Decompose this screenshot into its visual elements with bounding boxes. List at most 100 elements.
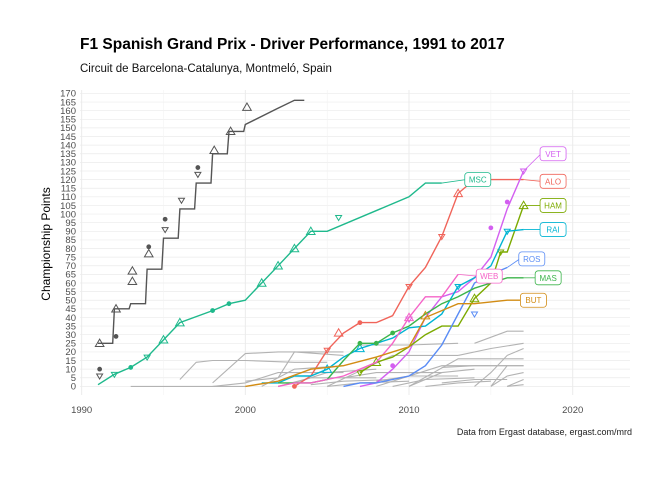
label-connector — [441, 179, 466, 184]
triangle-down-marker — [470, 311, 479, 318]
label-box — [518, 251, 546, 267]
triangle-down-marker — [356, 370, 364, 377]
label-box — [464, 172, 492, 188]
series-line-but — [245, 299, 524, 388]
series-line-ham — [359, 205, 525, 374]
driver-label-ham: HAM — [544, 201, 562, 210]
y-tick-label: 70 — [65, 261, 76, 272]
y-tick-label: 125 — [60, 166, 76, 177]
y-tick-label: 50 — [65, 296, 76, 307]
label-box — [475, 268, 503, 284]
label-box — [539, 222, 567, 237]
y-tick-label: 135 — [60, 149, 76, 160]
y-tick-label: 140 — [60, 140, 76, 151]
triangle-down-marker — [454, 283, 463, 291]
driver-labels: VET ALO HAM RAI ROS MAS BUT MSC WEB — [441, 146, 567, 308]
driver-label-web: WEB — [480, 272, 498, 281]
triangle-down-marker — [323, 347, 332, 355]
grey-series-line — [310, 378, 393, 386]
grey-series-line — [212, 372, 344, 387]
triangle-up-marker — [452, 188, 464, 198]
label-connector — [458, 273, 478, 277]
label-box — [539, 173, 567, 189]
triangle-down-marker — [161, 227, 170, 234]
y-axis-label: Championship Points — [39, 187, 53, 300]
triangle-up-marker — [225, 126, 236, 136]
series-line-leader — [98, 99, 305, 344]
y-tick-label: 165 — [60, 97, 76, 108]
y-tick-label: 30 — [65, 330, 76, 341]
y-tick-label: 110 — [61, 192, 76, 203]
label-connector — [507, 258, 521, 268]
label-box — [520, 292, 547, 308]
point-marker — [390, 330, 396, 336]
x-tick-label: 2010 — [398, 405, 419, 416]
y-tick-label: 80 — [65, 244, 76, 255]
y-tick-label: 90 — [65, 227, 76, 238]
y-tick-label: 85 — [65, 235, 76, 246]
label-connector — [523, 153, 542, 172]
triangle-up-marker — [256, 277, 267, 287]
triangle-down-marker — [334, 215, 343, 222]
y-tick-label: 100 — [60, 209, 76, 220]
triangle-up-marker — [158, 334, 169, 344]
triangle-up-marker — [305, 226, 316, 235]
triangle-down-marker — [193, 171, 202, 179]
y-tick-label: 20 — [65, 347, 76, 358]
axis-ticks: 0510152025303540455055606570758085909510… — [60, 89, 583, 416]
y-tick-label: 35 — [65, 321, 76, 332]
triangle-down-marker — [110, 371, 119, 379]
grey-series-line — [212, 351, 344, 384]
grey-series-line — [408, 358, 524, 387]
driver-label-vet: VET — [545, 150, 561, 159]
triangle-down-marker — [519, 168, 528, 175]
series-line-rai — [261, 228, 524, 384]
y-tick-label: 10 — [65, 364, 76, 375]
label-box — [534, 270, 562, 286]
y-tick-label: 95 — [65, 218, 76, 229]
triangle-down-marker — [177, 197, 186, 205]
y-tick-label: 105 — [60, 201, 76, 212]
point-marker — [488, 225, 494, 231]
chart-subtitle: Circuit de Barcelona-Catalunya, Montmeló… — [80, 63, 332, 75]
chart-title: F1 Spanish Grand Prix - Driver Performan… — [80, 36, 505, 53]
y-tick-label: 60 — [65, 278, 76, 289]
point-marker — [292, 383, 297, 389]
triangle-up-marker — [272, 260, 284, 270]
y-tick-label: 25 — [65, 339, 76, 350]
driver-label-alo: ALO — [545, 177, 561, 186]
driver-label-but: BUT — [525, 296, 541, 305]
highlighted-series — [94, 99, 529, 389]
grey-series-line — [376, 365, 508, 387]
triangle-up-marker — [518, 200, 529, 210]
point-marker — [357, 320, 363, 326]
triangle-up-marker — [110, 303, 122, 313]
point-marker — [504, 199, 510, 205]
y-tick-label: 15 — [65, 356, 76, 367]
y-tick-label: 45 — [65, 304, 76, 315]
background-series — [130, 330, 524, 387]
triangle-up-marker — [354, 343, 366, 353]
y-tick-label: 0 — [71, 382, 76, 393]
point-marker — [373, 340, 379, 346]
triangle-up-marker — [174, 317, 186, 327]
driver-label-ros: ROS — [523, 255, 540, 264]
triangle-up-marker — [403, 312, 415, 322]
triangle-up-marker — [371, 357, 382, 366]
y-tick-label: 155 — [60, 115, 76, 126]
triangle-down-marker — [503, 228, 512, 236]
grey-series-line — [408, 368, 475, 387]
point-marker — [113, 334, 119, 339]
series-line-msc — [97, 182, 442, 386]
grey-series-line — [179, 359, 328, 380]
grey-series-line — [425, 380, 491, 387]
triangle-up-marker — [241, 102, 253, 111]
point-marker — [146, 244, 152, 250]
y-tick-label: 40 — [65, 313, 76, 324]
chart-caption: Data from Ergast database, ergast.com/mr… — [456, 427, 632, 437]
grey-series-line — [457, 342, 524, 356]
grey-series-line — [326, 354, 459, 387]
triangle-down-marker — [143, 354, 151, 362]
y-tick-label: 120 — [60, 175, 76, 186]
